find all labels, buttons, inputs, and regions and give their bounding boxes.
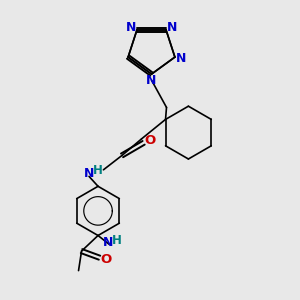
Text: N: N	[146, 74, 157, 87]
Text: H: H	[112, 234, 122, 248]
Text: N: N	[103, 236, 114, 250]
Text: H: H	[93, 164, 103, 177]
Text: N: N	[167, 21, 177, 34]
Text: N: N	[126, 21, 136, 34]
Text: O: O	[145, 134, 156, 147]
Text: N: N	[176, 52, 186, 65]
Text: N: N	[84, 167, 94, 180]
Text: O: O	[100, 253, 112, 266]
